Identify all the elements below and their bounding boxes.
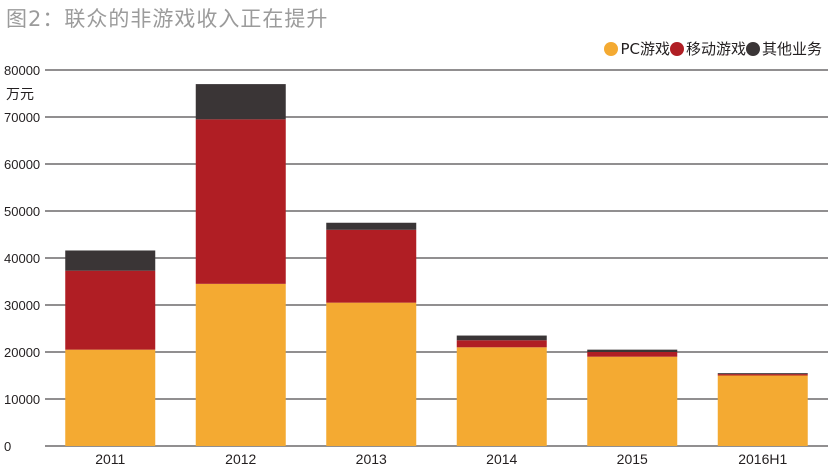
x-tick-label: 2013 [356, 451, 387, 467]
bar-2012-other-business [195, 84, 286, 120]
y-tick-label: 60000 [4, 157, 40, 172]
y-tick-label: 0 [4, 439, 11, 454]
bar-2014-pc-games [456, 347, 547, 446]
bar-2014-other-business [456, 335, 547, 341]
bar-2015-other-business [587, 349, 678, 352]
legend-item-pc-games: PC游戏 [604, 38, 670, 59]
bar-2013-mobile-games [326, 229, 417, 303]
x-tick-label: 2012 [225, 451, 256, 467]
legend-label-pc-games: PC游戏 [620, 40, 670, 58]
legend-label-other-business: 其他业务 [761, 40, 822, 58]
y-tick-label: 30000 [4, 298, 40, 313]
legend-swatch-other-business [745, 41, 760, 56]
bar-2016H1-mobile-games [717, 374, 808, 376]
bar-2011-pc-games [65, 349, 156, 446]
bar-2012-mobile-games [195, 119, 286, 284]
legend-item-other-business: 其他业务 [745, 38, 822, 59]
y-tick-label: 50000 [4, 204, 40, 219]
bar-2016H1-pc-games [717, 375, 808, 446]
bar-2014-mobile-games [456, 340, 547, 348]
legend-swatch-pc-games [604, 41, 619, 56]
bar-2012-pc-games [195, 283, 286, 446]
chart-title: 图2：联众的非游戏收入正在提升 [6, 7, 329, 31]
legend-label-mobile-games: 移动游戏 [685, 40, 746, 58]
x-tick-label: 2016H1 [738, 451, 787, 467]
x-tick-label: 2011 [95, 451, 125, 467]
bar-2015-pc-games [587, 356, 678, 446]
bar-2011-mobile-games [65, 270, 156, 350]
y-axis-unit-label: 万元 [6, 87, 34, 103]
y-tick-label: 20000 [4, 345, 40, 360]
bar-2013-other-business [326, 222, 417, 230]
x-tick-label: 2014 [486, 451, 517, 467]
x-tick-label: 2015 [617, 451, 648, 467]
bar-2013-pc-games [326, 302, 417, 446]
bar-2015-mobile-games [587, 352, 678, 357]
bar-2016H1-other-business [717, 373, 808, 375]
y-tick-label: 10000 [4, 392, 40, 407]
bar-2011-other-business [65, 250, 156, 271]
legend-swatch-mobile-games [669, 41, 684, 56]
legend-item-mobile-games: 移动游戏 [669, 38, 746, 59]
y-tick-label: 40000 [4, 251, 40, 266]
y-tick-label: 80000 [4, 63, 40, 78]
y-tick-label: 70000 [4, 110, 40, 125]
legend: PC游戏 移动游戏 其他业务 [604, 38, 822, 59]
